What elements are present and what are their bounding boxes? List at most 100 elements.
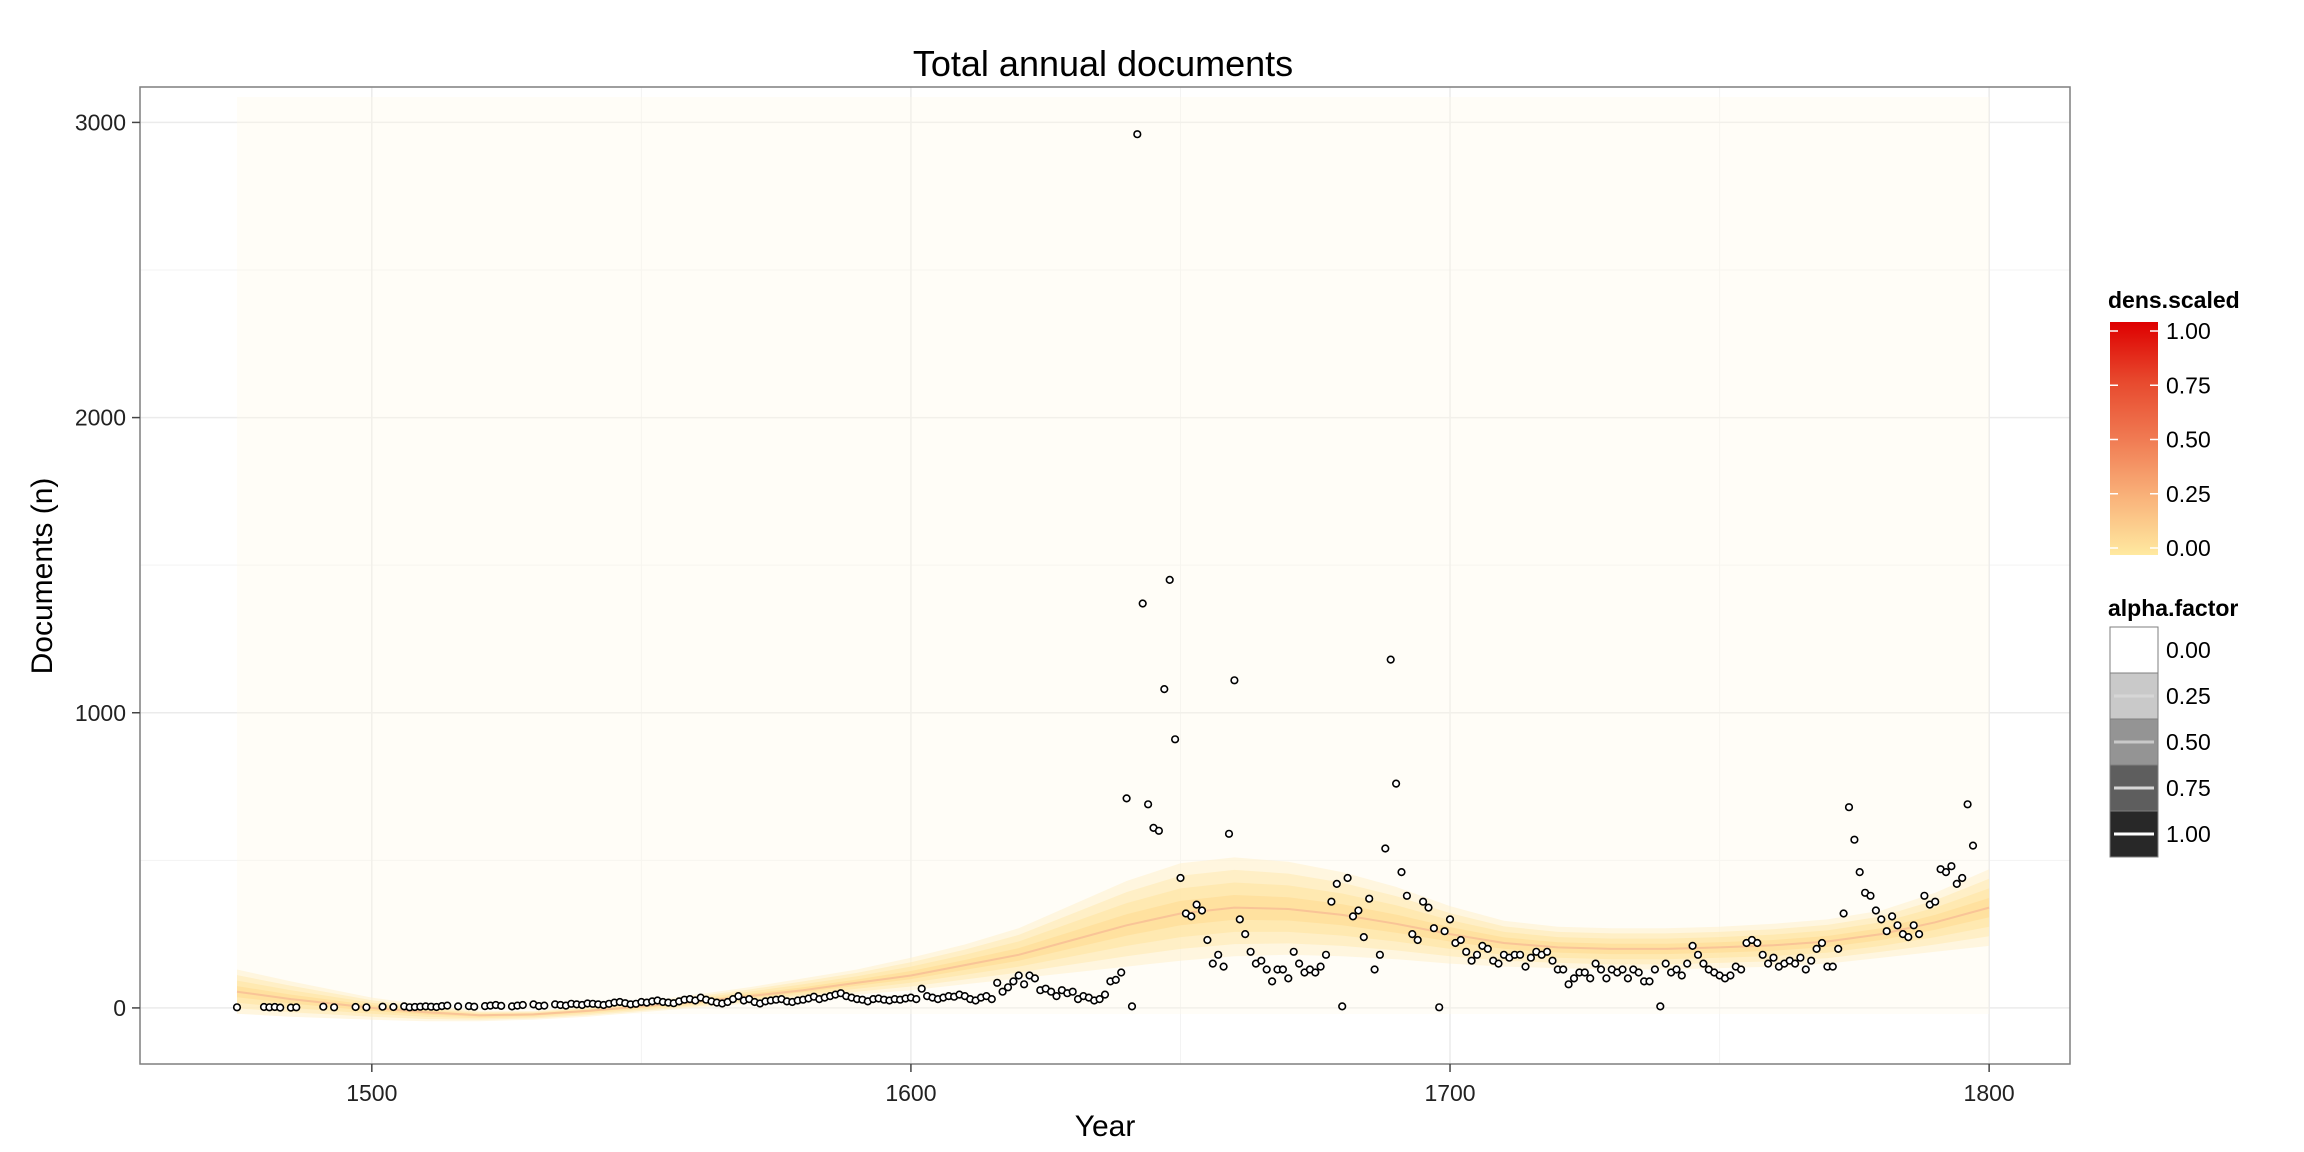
data-point: [1203, 935, 1212, 945]
data-point: [1391, 779, 1401, 788]
data-point: [1359, 932, 1368, 942]
data-point: [1467, 956, 1476, 965]
chart-title: Total annual documents: [913, 43, 1293, 84]
data-point: [1402, 891, 1411, 900]
data-point: [734, 991, 743, 1001]
data-point: [1311, 968, 1320, 977]
data-point: [917, 984, 926, 993]
data-point: [470, 1002, 479, 1011]
data-point: [1246, 947, 1255, 956]
data-point: [1904, 932, 1913, 942]
data-point: [1963, 800, 1972, 809]
data-point: [540, 1001, 549, 1010]
data-point: [232, 1003, 242, 1012]
data-point: [1893, 921, 1902, 930]
data-point: [1596, 965, 1606, 974]
x-tick-label: 1800: [1964, 1080, 2015, 1106]
y-axis-title: Documents (n): [26, 478, 59, 675]
data-point: [1154, 826, 1163, 835]
data-point: [1472, 950, 1482, 959]
y-tick-label: 0: [113, 995, 126, 1021]
data-point: [1515, 950, 1525, 959]
data-point: [1133, 130, 1142, 139]
data-point: [1834, 944, 1843, 954]
data-point: [1521, 962, 1530, 971]
data-point: [1278, 965, 1287, 974]
data-point: [1375, 950, 1384, 959]
data-point: [1769, 953, 1778, 962]
density-haze: [237, 97, 1990, 1014]
data-point: [1623, 974, 1632, 983]
data-point: [1602, 974, 1611, 983]
data-point: [1100, 990, 1110, 999]
data-point: [1817, 938, 1827, 948]
data-point: [1677, 971, 1686, 980]
data-point: [1753, 938, 1762, 948]
data-point: [1866, 891, 1875, 900]
colorbar-label: 0.50: [2166, 427, 2211, 453]
data-point: [1338, 1002, 1347, 1011]
alpha-key-swatch: [2109, 626, 2159, 674]
data-point: [1235, 915, 1244, 924]
data-point: [1052, 991, 1061, 1001]
data-point: [1726, 971, 1735, 980]
data-point: [1941, 867, 1951, 877]
data-point: [1230, 676, 1239, 685]
data-point: [1548, 956, 1557, 965]
data-point: [1688, 941, 1697, 951]
smooth-line: [236, 906, 1990, 1017]
data-point: [1257, 956, 1266, 965]
data-point: [1381, 844, 1390, 853]
data-point: [1127, 1002, 1137, 1011]
data-point: [351, 1002, 360, 1012]
data-point: [1920, 891, 1929, 900]
data-point: [389, 1002, 398, 1012]
y-tick-label: 2000: [75, 405, 126, 431]
data-point: [1586, 974, 1595, 983]
colorbar-label: 0.25: [2166, 481, 2211, 507]
data-point: [1397, 867, 1406, 877]
data-point: [1095, 994, 1104, 1004]
data-point: [1046, 987, 1056, 996]
data-point: [1796, 953, 1805, 962]
data-point: [1855, 867, 1864, 877]
data-point: [1483, 944, 1492, 954]
data-point: [1424, 903, 1433, 912]
data-point: [1672, 965, 1681, 974]
alpha-key-label: 0.75: [2166, 775, 2211, 801]
density-band: [236, 97, 1990, 1022]
data-point: [1214, 950, 1223, 959]
data-point: [1763, 959, 1773, 968]
data-point: [1429, 924, 1438, 933]
data-points: [232, 130, 1978, 1012]
data-point: [518, 1000, 527, 1010]
data-point: [1009, 977, 1018, 986]
data-point: [1968, 841, 1978, 850]
data-point: [1192, 900, 1201, 909]
data-point: [1014, 971, 1023, 980]
legend-dens-scaled: dens.scaled 1.00 0.75 0.50 0.25 0.00: [2108, 287, 2240, 561]
data-point: [443, 1001, 452, 1010]
data-point: [1758, 950, 1767, 959]
data-point: [1408, 929, 1417, 939]
colorbar-label: 0.75: [2166, 372, 2211, 398]
data-point: [1634, 968, 1643, 977]
data-point: [319, 1002, 328, 1011]
data-point: [1321, 950, 1331, 959]
data-point: [1197, 906, 1207, 915]
data-point: [1807, 956, 1816, 965]
y-tick-label: 3000: [75, 109, 126, 135]
density-layer: [237, 895, 1990, 1017]
colorbar-label: 0.00: [2166, 535, 2211, 561]
data-point: [497, 1001, 506, 1011]
data-point: [1267, 977, 1277, 986]
x-axis-title: Year: [1075, 1110, 1136, 1143]
data-point: [1413, 935, 1422, 945]
data-point: [1871, 906, 1880, 915]
data-point: [1947, 862, 1956, 871]
data-point: [987, 994, 996, 1004]
legend-alpha-factor-title: alpha.factor: [2108, 595, 2238, 621]
data-point: [1208, 959, 1217, 968]
data-point: [1386, 655, 1395, 664]
